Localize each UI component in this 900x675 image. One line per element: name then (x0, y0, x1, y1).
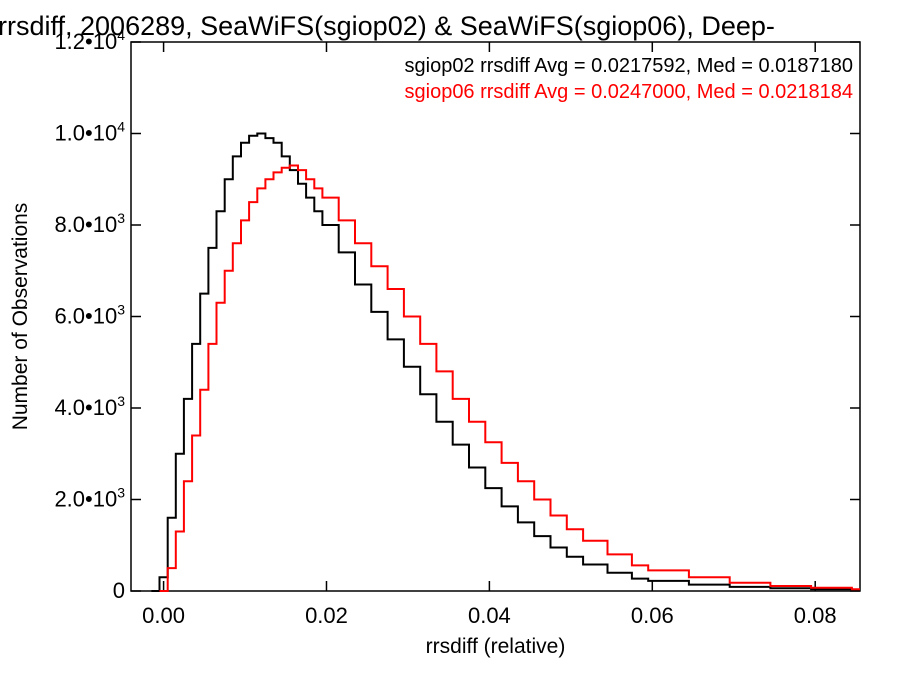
x-tick-label: 0.04 (468, 603, 511, 628)
y-tick-label: 0 (113, 578, 125, 603)
y-tick-exponent: 4 (117, 27, 125, 43)
y-tick-mantissa: 8.0•10 (54, 212, 117, 237)
y-axis-ticks: 02.0•1034.0•1036.0•1038.0•1031.0•1041.2•… (54, 27, 860, 603)
x-tick-label: 0.06 (631, 603, 674, 628)
y-tick-exponent: 3 (117, 393, 125, 409)
plot-frame (130, 41, 861, 592)
y-axis-title: Number of Observations (9, 203, 32, 431)
x-tick-label: 0.08 (794, 603, 837, 628)
y-tick-label: 1.2•104 (54, 27, 125, 54)
series-line-sgiop06 (159, 164, 860, 592)
x-tick-label: 0.02 (305, 603, 348, 628)
y-tick-mantissa: 4.0•10 (54, 395, 117, 420)
legend-entry-sgiop02: sgiop02 rrsdiff Avg = 0.0217592, Med = 0… (405, 55, 854, 77)
y-tick-mantissa: 1.0•10 (54, 121, 117, 146)
y-tick-exponent: 3 (117, 210, 125, 226)
y-tick-label: 8.0•103 (54, 210, 125, 237)
series-layer (151, 132, 860, 592)
y-tick-label: 2.0•103 (54, 485, 125, 512)
x-axis-title: rrsdiff (relative) (426, 635, 566, 658)
y-tick-exponent: 3 (117, 302, 125, 318)
y-tick-exponent: 3 (117, 485, 125, 501)
y-tick-label: 6.0•103 (54, 302, 125, 329)
chart-title: rrsdiff, 2006289, SeaWiFS(sgiop02) & Sea… (0, 11, 775, 41)
x-axis-ticks: 0.00 0.02 0.04 0.06 0.08 (142, 42, 837, 628)
x-tick-label: 0.00 (142, 603, 185, 628)
y-tick-mantissa: 0 (113, 578, 125, 603)
y-tick-exponent: 4 (117, 119, 125, 135)
y-tick-label: 4.0•103 (54, 393, 125, 420)
y-tick-mantissa: 2.0•10 (54, 487, 117, 512)
y-tick-mantissa: 1.2•10 (54, 29, 117, 54)
y-tick-mantissa: 6.0•10 (54, 304, 117, 329)
legend-entry-sgiop06: sgiop06 rrsdiff Avg = 0.0247000, Med = 0… (405, 81, 854, 103)
series-line-sgiop02 (151, 132, 860, 592)
y-tick-label: 1.0•104 (54, 119, 125, 146)
